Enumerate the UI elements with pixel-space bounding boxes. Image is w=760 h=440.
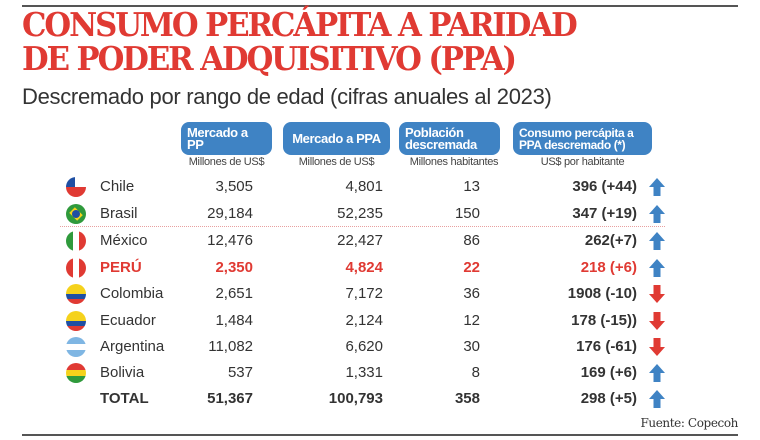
- mercado-pp-value: 12,476: [207, 232, 253, 249]
- mercado-ppa-value: 2,124: [345, 312, 383, 329]
- header-mercado-pp: Mercado a PP: [181, 122, 272, 155]
- title-line-1: CONSUMO PERCÁPITA A PARIDAD: [22, 5, 578, 44]
- table-row: Colombia 2,651 7,172 36 1908 (-10): [60, 282, 680, 306]
- table-row: TOTAL 51,367 100,793 358 298 (+5): [60, 387, 680, 411]
- unit-mercado-ppa: Millones de US$: [298, 156, 375, 168]
- mercado-ppa-value: 1,331: [345, 364, 383, 381]
- country-name: Argentina: [100, 338, 165, 355]
- consumo-value: 178 (-15)): [571, 312, 637, 329]
- consumo-value: 176 (-61): [576, 338, 637, 355]
- poblacion-value: 36: [463, 285, 480, 302]
- mercado-pp-value: 2,350: [215, 259, 253, 276]
- consumo-value: 262(+7): [584, 232, 637, 249]
- flag-icon: [66, 231, 86, 251]
- mercado-ppa-value: 52,235: [337, 205, 383, 222]
- consumo-value: 1908 (-10): [567, 285, 637, 302]
- table-row: Chile 3,505 4,801 13 396 (+44): [60, 175, 680, 199]
- country-name: PERÚ: [100, 259, 142, 276]
- mercado-ppa-value: 7,172: [345, 285, 383, 302]
- mercado-pp-value: 29,184: [207, 205, 253, 222]
- country-name: Bolivia: [100, 364, 145, 381]
- unit-consumo: US$ por habitante: [540, 156, 625, 168]
- table-row: Bolivia 537 1,331 8 169 (+6): [60, 361, 680, 385]
- mercado-ppa-value: 100,793: [328, 390, 383, 407]
- flag-icon: [66, 204, 86, 224]
- mercado-pp-value: 11,082: [208, 338, 253, 355]
- mercado-ppa-value: 22,427: [337, 232, 383, 249]
- header-mercado-ppa: Mercado a PPA: [283, 122, 390, 155]
- arrow-up-icon: [648, 204, 666, 224]
- page-title: CONSUMO PERCÁPITA A PARIDAD DE PODER ADQ…: [22, 5, 578, 78]
- poblacion-value: 150: [454, 205, 480, 222]
- subtitle: Descremado por rango de edad (cifras anu…: [22, 84, 552, 109]
- poblacion-value: 12: [463, 312, 480, 329]
- country-name: Chile: [100, 178, 135, 195]
- country-name: TOTAL: [100, 390, 149, 407]
- consumo-value: 298 (+5): [580, 390, 637, 407]
- header-consumo: Consumo percápita a PPA descremado (*): [513, 122, 652, 155]
- flag-icon: [66, 337, 86, 357]
- table-row: PERÚ 2,350 4,824 22 218 (+6): [60, 256, 680, 280]
- mercado-ppa-value: 6,620: [345, 338, 383, 355]
- consumo-value: 396 (+44): [572, 178, 637, 195]
- flag-icon: [66, 258, 86, 278]
- top-rule: [22, 5, 738, 7]
- arrow-up-icon: [648, 363, 666, 383]
- unit-mercado-pp: Millones de US$: [188, 156, 265, 168]
- poblacion-value: 358: [454, 390, 480, 407]
- flag-icon: [66, 177, 86, 197]
- arrow-up-icon: [648, 231, 666, 251]
- table-row: México 12,476 22,427 86 262(+7): [60, 229, 680, 253]
- title-line-2: DE PODER ADQUISITIVO (PPA): [22, 39, 517, 78]
- mercado-pp-value: 1,484: [215, 312, 253, 329]
- mercado-pp-value: 2,651: [215, 285, 253, 302]
- flag-icon: [66, 311, 86, 331]
- country-name: Ecuador: [100, 312, 156, 329]
- flag-icon: [66, 363, 86, 383]
- country-name: México: [100, 232, 148, 249]
- arrow-up-icon: [648, 177, 666, 197]
- arrow-down-icon: [648, 284, 666, 304]
- table-row: Argentina 11,082 6,620 30 176 (-61): [60, 335, 680, 359]
- mercado-pp-value: 537: [227, 364, 253, 381]
- mercado-ppa-value: 4,801: [345, 178, 383, 195]
- country-name: Colombia: [100, 285, 164, 302]
- source-note: Fuente: Copecoh: [640, 416, 738, 430]
- country-name: Brasil: [100, 205, 138, 222]
- header-poblacion: Población descremada: [399, 122, 500, 155]
- mercado-ppa-value: 4,824: [345, 259, 383, 276]
- consumo-value: 169 (+6): [580, 364, 637, 381]
- consumo-value: 347 (+19): [572, 205, 637, 222]
- table-row: Brasil 29,184 52,235 150 347 (+19): [60, 202, 680, 226]
- poblacion-value: 13: [463, 178, 480, 195]
- consumo-value: 218 (+6): [580, 259, 637, 276]
- arrow-down-icon: [648, 311, 666, 331]
- poblacion-value: 22: [463, 259, 480, 276]
- poblacion-value: 8: [471, 364, 480, 381]
- mercado-pp-value: 51,367: [207, 390, 253, 407]
- unit-poblacion: Millones habitantes: [409, 156, 499, 168]
- poblacion-value: 30: [463, 338, 480, 355]
- bottom-rule: [22, 434, 738, 436]
- arrow-up-icon: [648, 389, 666, 409]
- row-separator: [60, 226, 665, 227]
- arrow-down-icon: [648, 337, 666, 357]
- mercado-pp-value: 3,505: [215, 178, 253, 195]
- flag-icon: [66, 284, 86, 304]
- arrow-up-icon: [648, 258, 666, 278]
- table-row: Ecuador 1,484 2,124 12 178 (-15)): [60, 309, 680, 333]
- poblacion-value: 86: [463, 232, 480, 249]
